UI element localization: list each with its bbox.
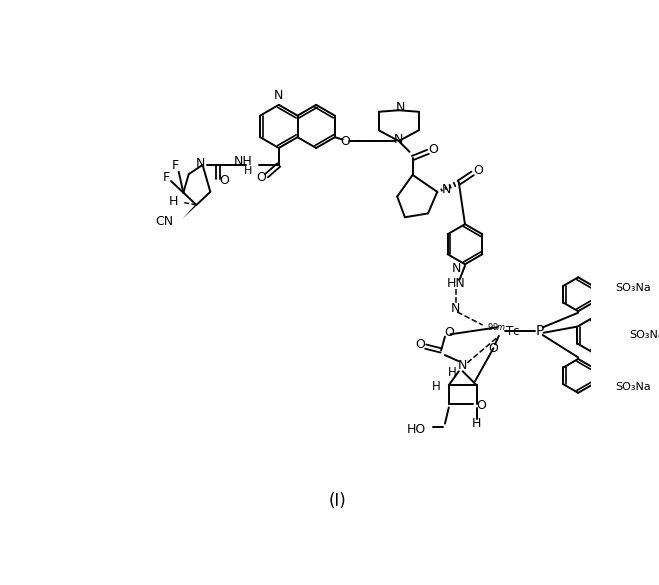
Text: HO: HO xyxy=(407,424,426,436)
Text: O: O xyxy=(415,338,425,351)
Text: H: H xyxy=(169,195,178,208)
Text: SO₃Na: SO₃Na xyxy=(615,381,651,392)
Text: N: N xyxy=(395,101,405,113)
Text: O: O xyxy=(476,400,486,412)
Text: O: O xyxy=(428,143,438,156)
Text: SO₃Na: SO₃Na xyxy=(629,330,659,340)
Text: SO₃Na: SO₃Na xyxy=(615,283,651,293)
Text: N: N xyxy=(442,183,451,196)
Text: HN: HN xyxy=(446,277,465,290)
Text: H: H xyxy=(244,166,252,176)
Polygon shape xyxy=(183,204,196,219)
Text: N: N xyxy=(274,89,283,102)
Text: H: H xyxy=(432,380,441,393)
Text: NH: NH xyxy=(234,156,252,168)
Text: $^{99m}$Tc: $^{99m}$Tc xyxy=(486,323,520,339)
Text: N: N xyxy=(452,261,461,274)
Text: CN: CN xyxy=(156,215,173,228)
Text: P: P xyxy=(536,324,544,338)
Text: F: F xyxy=(172,159,179,172)
Text: N: N xyxy=(394,133,403,146)
Text: O: O xyxy=(219,174,229,187)
Text: O: O xyxy=(341,135,351,147)
Text: O: O xyxy=(444,326,454,339)
Text: O: O xyxy=(488,342,498,355)
Text: N: N xyxy=(451,302,461,315)
Text: N: N xyxy=(196,157,205,170)
Text: O: O xyxy=(473,164,483,177)
Text: F: F xyxy=(163,171,170,184)
Text: N: N xyxy=(458,359,467,373)
Text: H: H xyxy=(447,366,456,378)
Text: O: O xyxy=(256,171,266,184)
Text: (I): (I) xyxy=(328,493,346,510)
Text: H: H xyxy=(472,417,481,430)
